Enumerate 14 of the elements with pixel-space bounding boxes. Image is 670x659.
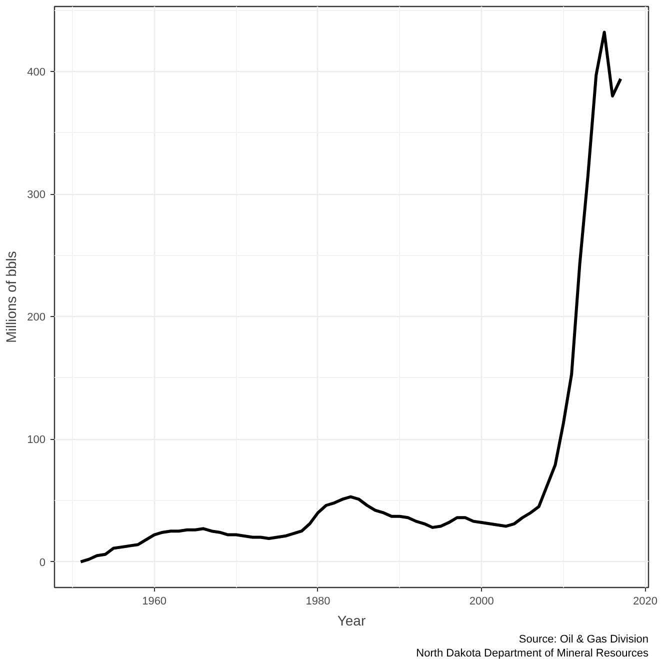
y-tick-label: 100 xyxy=(27,434,46,446)
y-tick-label: 400 xyxy=(27,66,46,78)
line-series xyxy=(79,30,622,564)
text: North Dakota Department of Mineral Resources xyxy=(416,648,649,659)
x-axis-title: Year xyxy=(337,612,366,628)
x-tick-label: 1980 xyxy=(306,596,330,608)
y-tick-label: 200 xyxy=(27,312,46,324)
x-tick-label: 2000 xyxy=(469,596,494,608)
x-tick-label: 1960 xyxy=(142,596,167,608)
x-tick-label: 2020 xyxy=(632,596,658,608)
y-tick-label: 0 xyxy=(39,556,46,569)
y-tick-label: 300 xyxy=(27,189,46,202)
source-note: Source: Oil & Gas Division xyxy=(518,634,649,646)
y-axis-title: Millions of bbls xyxy=(3,251,20,343)
